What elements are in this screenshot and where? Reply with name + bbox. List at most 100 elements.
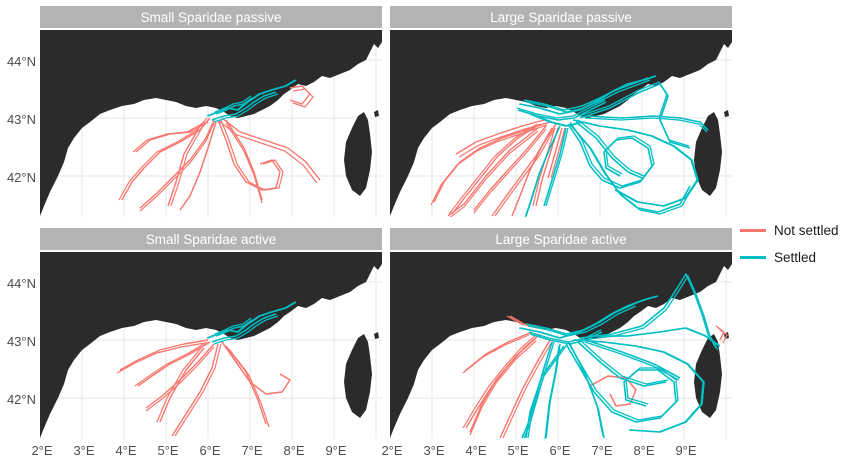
not-settled-track xyxy=(469,337,537,433)
coastline-land xyxy=(40,30,382,216)
small-island xyxy=(374,110,379,117)
not-settled-track xyxy=(449,130,539,217)
not-settled-track xyxy=(448,123,538,215)
small-island xyxy=(374,332,379,339)
not-settled-track xyxy=(167,125,201,207)
y-tick-43n-bottom: 43°N xyxy=(6,334,36,349)
not-settled-track xyxy=(139,119,215,209)
settled-tracks xyxy=(518,273,721,439)
settled-track xyxy=(579,339,669,385)
not-settled-track xyxy=(228,348,270,428)
not-settled-track xyxy=(547,127,563,179)
not-settled-track xyxy=(509,315,541,329)
settled-tracks xyxy=(206,301,297,345)
not-settled-track xyxy=(225,122,263,204)
not-settled-track xyxy=(462,334,530,374)
settled-track xyxy=(215,319,253,337)
not-settled-track xyxy=(119,339,209,371)
y-tick-44n-top: 44°N xyxy=(6,54,36,69)
settled-track xyxy=(211,91,277,121)
y-tick-42n-bottom: 42°N xyxy=(6,392,36,407)
x-tick-6e-left: 6°E xyxy=(199,443,221,458)
not-settled-track xyxy=(469,340,537,436)
settled-track xyxy=(584,117,708,133)
panel-title-small-active: Small Sparidae active xyxy=(40,228,382,250)
legend-swatch-not-settled xyxy=(740,229,766,232)
x-tick-8e-right: 8°E xyxy=(633,443,655,458)
panel-title-large-active: Large Sparidae active xyxy=(390,228,732,250)
settled-track xyxy=(215,97,253,115)
not-settled-track xyxy=(715,325,725,341)
not-settled-track xyxy=(589,375,637,407)
not-settled-track xyxy=(116,342,206,374)
small-island xyxy=(724,110,729,117)
settled-track xyxy=(572,339,704,433)
settled-track xyxy=(211,313,277,343)
legend-label-not-settled: Not settled xyxy=(774,223,839,238)
not-settled-track xyxy=(171,343,219,437)
not-settled-track xyxy=(292,88,314,108)
not-settled-track xyxy=(447,127,539,217)
x-tick-9e-right: 9°E xyxy=(675,443,697,458)
not-settled-track xyxy=(174,343,222,437)
not-settled-track xyxy=(134,341,208,387)
x-tick-7e-left: 7°E xyxy=(241,443,263,458)
settled-tracks xyxy=(516,75,709,217)
not-settled-track xyxy=(217,119,281,191)
not-settled-track xyxy=(532,127,556,207)
settled-track xyxy=(524,127,560,217)
settled-track xyxy=(572,119,698,207)
not-settled-track xyxy=(139,122,215,212)
not-settled-track xyxy=(458,122,548,158)
settled-track xyxy=(585,115,709,131)
corsica-island xyxy=(344,112,372,196)
settled-track xyxy=(523,77,649,111)
not-settled-tracks xyxy=(118,85,321,212)
not-settled-track xyxy=(455,119,545,155)
legend-item-settled: Settled xyxy=(740,250,816,265)
not-settled-track xyxy=(137,341,211,387)
settled-track xyxy=(525,79,651,113)
settled-track xyxy=(214,95,252,113)
settled-tracks xyxy=(206,79,297,123)
not-settled-track xyxy=(550,127,566,179)
not-settled-track xyxy=(132,121,206,153)
not-settled-tracks xyxy=(462,315,728,439)
not-settled-tracks xyxy=(430,119,566,217)
settled-track xyxy=(577,119,645,177)
settled-track xyxy=(543,127,567,207)
settled-track xyxy=(213,315,279,345)
x-tick-3e-right: 3°E xyxy=(423,443,445,458)
settled-track xyxy=(545,127,569,207)
settled-track xyxy=(213,93,279,123)
y-tick-43n-top: 43°N xyxy=(6,112,36,127)
legend-label-settled: Settled xyxy=(774,250,817,265)
coastline-land xyxy=(390,30,732,216)
x-tick-5e-right: 5°E xyxy=(507,443,529,458)
settled-track xyxy=(527,305,637,337)
not-settled-track xyxy=(220,119,284,191)
corsica-island xyxy=(344,334,372,418)
not-settled-track xyxy=(225,119,263,201)
not-settled-track xyxy=(473,125,547,211)
settled-track xyxy=(581,274,719,351)
not-settled-track xyxy=(121,117,211,201)
legend-item-not-settled: Not settled xyxy=(740,223,839,238)
not-settled-track xyxy=(511,123,557,217)
settled-track xyxy=(571,125,693,215)
y-tick-42n-top: 42°N xyxy=(6,170,36,185)
y-tick-44n-bottom: 44°N xyxy=(6,276,36,291)
settled-track xyxy=(589,327,720,347)
settled-track xyxy=(584,341,680,381)
map-panel-large-active xyxy=(390,252,732,439)
not-settled-track xyxy=(159,347,205,423)
not-settled-track xyxy=(145,346,215,412)
settled-track xyxy=(525,303,635,335)
x-tick-4e-right: 4°E xyxy=(465,443,487,458)
not-settled-tracks xyxy=(116,339,291,437)
map-panel-small-active xyxy=(40,252,382,439)
x-tick-2e-right: 2°E xyxy=(381,443,403,458)
x-tick-5e-left: 5°E xyxy=(157,443,179,458)
map-panel-large-passive xyxy=(390,30,732,217)
not-settled-track xyxy=(494,127,556,217)
